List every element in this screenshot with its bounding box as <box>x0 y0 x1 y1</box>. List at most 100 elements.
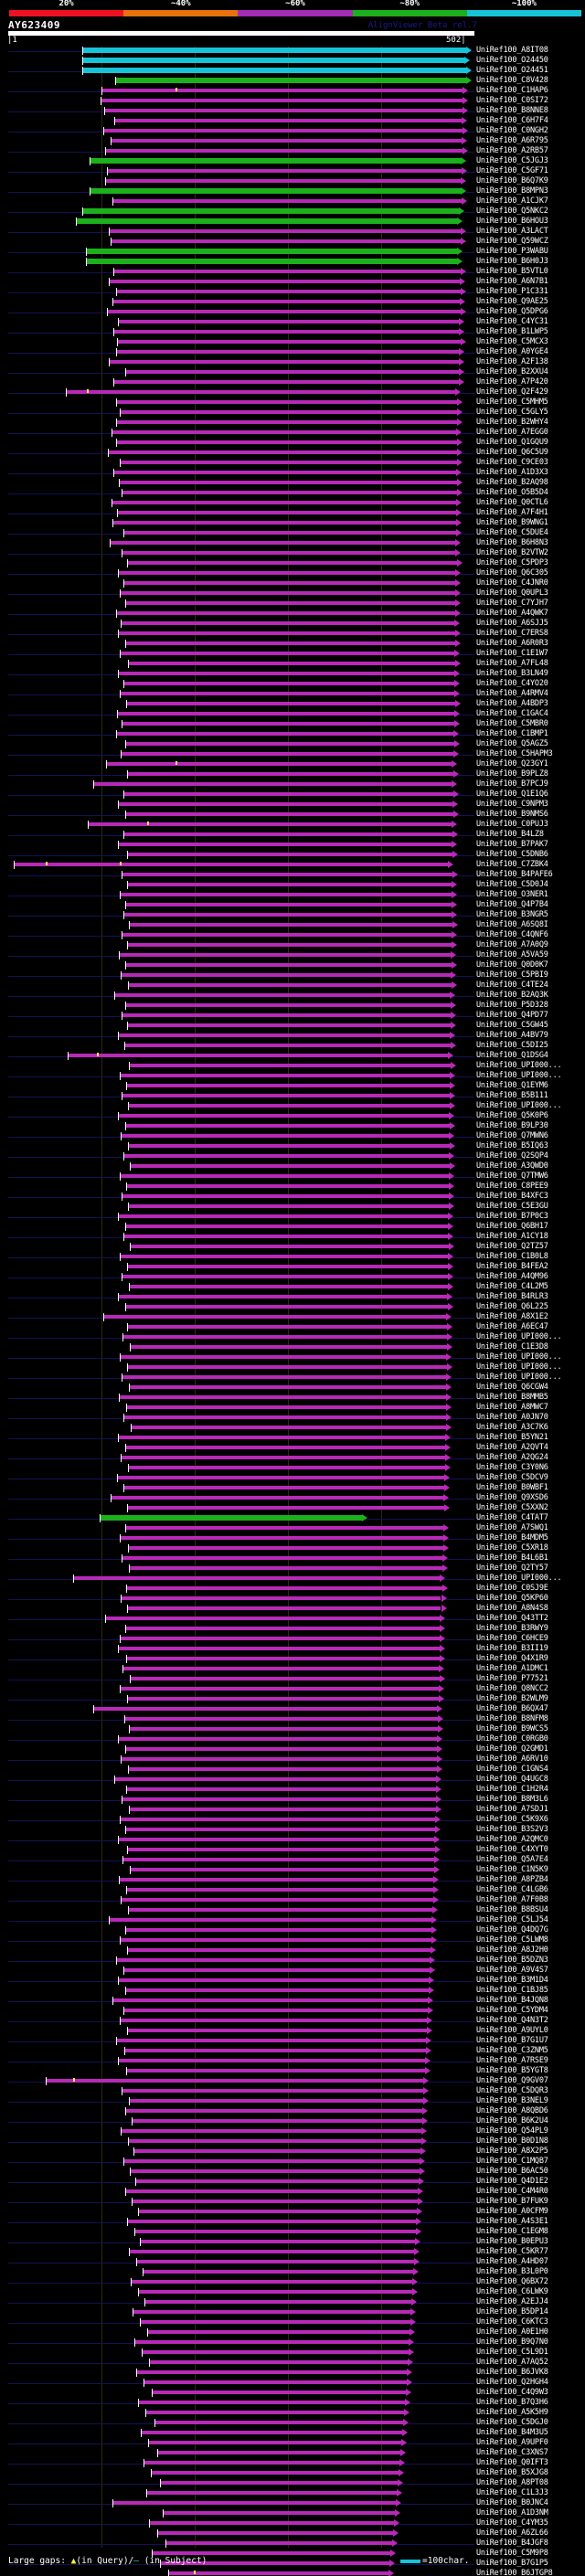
hit-label[interactable]: UniRef100_C5HAPM3 <box>476 749 553 758</box>
hsp-bar[interactable] <box>127 772 453 776</box>
hit-label[interactable]: UniRef100_C6LWK9 <box>476 2287 548 2296</box>
alignment-row[interactable]: UniRef100_UPI000... <box>0 1574 585 1585</box>
alignment-row[interactable]: UniRef100_B5DZN3 <box>0 1956 585 1966</box>
hsp-bar[interactable] <box>159 2481 398 2485</box>
hit-label[interactable]: UniRef100_Q2GMD1 <box>476 1744 548 1754</box>
hsp-bar[interactable] <box>142 2350 409 2354</box>
hit-label[interactable]: UniRef100_C5DQR3 <box>476 2086 548 2095</box>
hit-label[interactable]: UniRef100_A0CFM9 <box>476 2207 548 2216</box>
alignment-row[interactable]: UniRef100_C3Y0N6 <box>0 1463 585 1474</box>
alignment-row[interactable]: UniRef100_Q1DSG4 <box>0 1051 585 1062</box>
hit-label[interactable]: UniRef100_C1E1W7 <box>476 649 548 658</box>
hit-label[interactable]: UniRef100_C5D0J4 <box>476 880 548 889</box>
alignment-row[interactable]: UniRef100_A8MWC7 <box>0 1403 585 1414</box>
hit-label[interactable]: UniRef100_C1EGM8 <box>476 2227 548 2236</box>
hit-label[interactable]: UniRef100_B4FEA2 <box>476 1262 548 1271</box>
hit-label[interactable]: UniRef100_A7P420 <box>476 377 548 387</box>
alignment-row[interactable]: UniRef100_B0WBF1 <box>0 1483 585 1494</box>
hit-label[interactable]: UniRef100_C5MBR0 <box>476 719 548 728</box>
alignment-row[interactable]: UniRef100_P5D328 <box>0 1001 585 1012</box>
hsp-bar[interactable] <box>121 1094 450 1097</box>
hit-label[interactable]: UniRef100_C5JGJ3 <box>476 156 548 165</box>
alignment-row[interactable]: UniRef100_B5IQ63 <box>0 1141 585 1152</box>
hsp-bar[interactable] <box>126 1657 441 1660</box>
hit-label[interactable]: UniRef100_P77521 <box>476 1674 548 1683</box>
hsp-bar[interactable] <box>128 983 452 987</box>
hsp-bar[interactable] <box>118 1878 434 1882</box>
hit-label[interactable]: UniRef100_B3II19 <box>476 1644 548 1653</box>
hsp-bar[interactable] <box>117 1978 430 1982</box>
hsp-bar[interactable] <box>122 1968 431 1972</box>
hsp-bar[interactable] <box>156 2451 400 2454</box>
hit-label[interactable]: UniRef100_B4L6B1 <box>476 1553 548 1563</box>
hsp-bar[interactable] <box>121 1275 448 1278</box>
hit-label[interactable]: UniRef100_A6ZL66 <box>476 2528 548 2538</box>
hsp-bar[interactable] <box>154 2421 403 2424</box>
hit-label[interactable]: UniRef100_C1B0L8 <box>476 1252 548 1261</box>
hsp-bar[interactable] <box>126 1184 449 1188</box>
hsp-bar[interactable] <box>117 1436 445 1439</box>
hsp-bar[interactable] <box>122 1486 444 1489</box>
alignment-row[interactable]: UniRef100_Q6C5U9 <box>0 448 585 459</box>
hsp-bar[interactable] <box>122 1667 440 1670</box>
alignment-row[interactable]: UniRef100_C4L2M5 <box>0 1282 585 1293</box>
hit-label[interactable]: UniRef100_O3NER1 <box>476 890 548 899</box>
alignment-row[interactable]: UniRef100_Q5DPG6 <box>0 307 585 318</box>
alignment-row[interactable]: UniRef100_A8X2P5 <box>0 2147 585 2157</box>
hit-label[interactable]: UniRef100_C4M4R0 <box>476 2187 548 2196</box>
alignment-row[interactable]: UniRef100_A8PZB4 <box>0 1875 585 1886</box>
hsp-bar[interactable] <box>86 249 457 254</box>
hsp-bar[interactable] <box>119 893 452 896</box>
hit-label[interactable]: UniRef100_UPI000... <box>476 1362 562 1372</box>
alignment-row[interactable]: UniRef100_Q6BX72 <box>0 2277 585 2288</box>
alignment-row[interactable]: UniRef100_B4MDM5 <box>0 1533 585 1544</box>
hsp-bar[interactable] <box>82 48 466 53</box>
alignment-row[interactable]: UniRef100_A1DMC1 <box>0 1664 585 1675</box>
alignment-row[interactable]: UniRef100_B2VTW2 <box>0 548 585 559</box>
hsp-bar[interactable] <box>127 1697 440 1701</box>
hit-label[interactable]: UniRef100_B4JGF8 <box>476 2539 548 2548</box>
hsp-bar[interactable] <box>129 1727 439 1731</box>
hit-label[interactable]: UniRef100_C0RGB0 <box>476 1734 548 1744</box>
hsp-bar[interactable] <box>120 1456 445 1459</box>
hsp-bar[interactable] <box>131 2280 412 2284</box>
hit-label[interactable]: UniRef100_C5DNB6 <box>476 850 548 859</box>
hit-label[interactable]: UniRef100_Q43TT2 <box>476 1614 548 1623</box>
hsp-bar[interactable] <box>128 1204 449 1208</box>
hsp-bar[interactable] <box>121 722 454 726</box>
hsp-bar[interactable] <box>134 2230 417 2233</box>
alignment-row[interactable]: UniRef100_C5YDM4 <box>0 2006 585 2017</box>
hsp-bar[interactable] <box>121 2089 424 2093</box>
alignment-row[interactable]: UniRef100_B4XFC3 <box>0 1192 585 1203</box>
hit-label[interactable]: UniRef100_B4PAFE6 <box>476 870 553 879</box>
hit-label[interactable]: UniRef100_C5XXN2 <box>476 1503 548 1512</box>
alignment-row[interactable]: UniRef100_C5DUE4 <box>0 528 585 539</box>
alignment-row[interactable]: UniRef100_O3NER1 <box>0 890 585 901</box>
alignment-row[interactable]: UniRef100_C5K9X6 <box>0 1815 585 1826</box>
hsp-bar[interactable] <box>116 1476 444 1479</box>
hsp-bar[interactable] <box>162 2511 395 2515</box>
alignment-row[interactable]: UniRef100_B6JVK8 <box>0 2368 585 2379</box>
hsp-bar[interactable] <box>126 1084 450 1087</box>
hit-label[interactable]: UniRef100_A7AQ52 <box>476 2358 548 2367</box>
hsp-bar[interactable] <box>122 1235 448 1238</box>
alignment-row[interactable]: UniRef100_Q59WCZ <box>0 237 585 248</box>
alignment-row[interactable]: UniRef100_B3II19 <box>0 1644 585 1655</box>
alignment-row[interactable]: UniRef100_A4QWK7 <box>0 609 585 620</box>
hit-label[interactable]: UniRef100_C9CE03 <box>476 458 548 467</box>
hsp-bar[interactable] <box>165 2541 392 2545</box>
alignment-row[interactable]: UniRef100_A8X1E2 <box>0 1312 585 1323</box>
alignment-row[interactable]: UniRef100_B7PCJ9 <box>0 779 585 790</box>
hit-label[interactable]: UniRef100_Q5AGZ5 <box>476 739 548 748</box>
hsp-bar[interactable] <box>14 863 448 866</box>
hsp-bar[interactable] <box>135 2179 420 2183</box>
alignment-row[interactable]: UniRef100_A6SQ8I <box>0 920 585 931</box>
hsp-bar[interactable] <box>110 139 462 143</box>
alignment-row[interactable]: UniRef100_B6H8N3 <box>0 538 585 549</box>
hsp-bar[interactable] <box>119 2019 428 2022</box>
hsp-bar[interactable] <box>108 1918 432 1922</box>
hsp-bar[interactable] <box>146 2491 397 2495</box>
alignment-row[interactable]: UniRef100_C4YO20 <box>0 679 585 690</box>
hsp-bar[interactable] <box>122 2159 420 2163</box>
alignment-row[interactable]: UniRef100_C4YM35 <box>0 2518 585 2529</box>
